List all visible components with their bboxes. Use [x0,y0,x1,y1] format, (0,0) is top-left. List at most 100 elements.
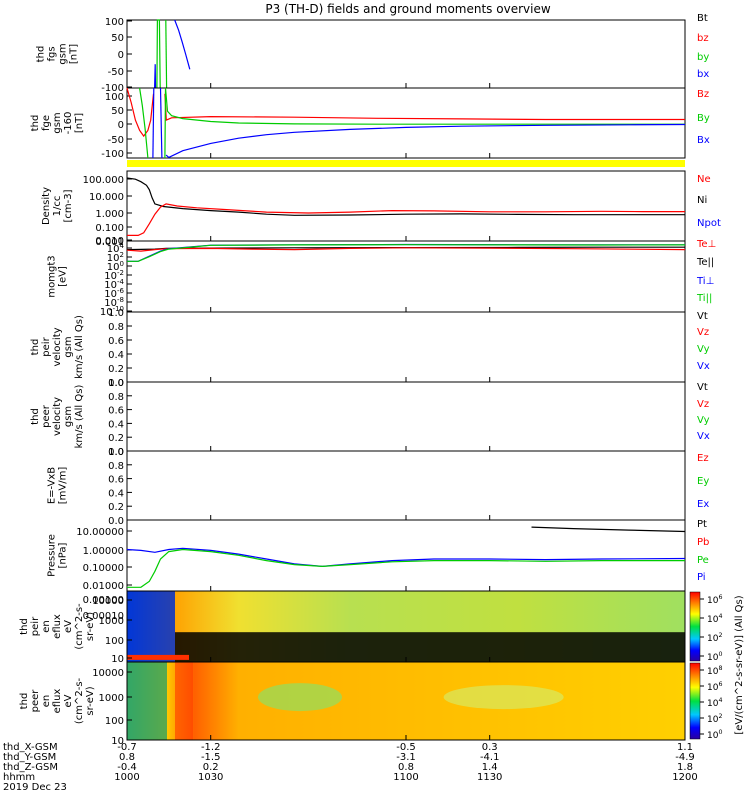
legend-Pb: Pb [697,537,709,548]
legend-Bz: Bz [697,89,709,100]
legend-Ti||: Ti|| [696,293,712,304]
legend-Vy: Vy [697,344,710,355]
series-Pe [127,548,685,588]
y-tick-label: 50 [111,106,124,117]
y-tick-label: 100 [105,92,124,103]
colorbar-label: [eV/(cm^2-s-sr-eV)] (All Qs) [734,595,745,734]
electron-cool-region [257,683,342,712]
y-axis-label: eV [63,620,74,633]
x-axis-value: 0.3 [482,742,498,753]
legend-Vz: Vz [697,399,709,410]
y-axis-label: gsm [63,336,74,357]
panel-frame [126,519,686,592]
y-tick-label: 1000 [99,693,124,704]
x-axis-value: -1.2 [201,742,221,753]
y-axis-label: peir [30,616,41,636]
y-tick-label: 1.000 [95,209,124,220]
y-axis-label: momgt3 [47,255,58,297]
y-axis-label: eflux [52,614,63,639]
legend-Te||: Te|| [696,257,714,268]
y-axis-label: thd [30,408,41,425]
x-axis-value: 1.8 [677,762,693,773]
y-tick-label: 10.000 [89,192,124,203]
series-Bz [126,87,155,138]
y-axis-label: E=-VxB [47,467,58,504]
panel-fgs_gsm: thd fgs gsm [nT] 100 50 0 -50 -100 Bt bz by bx [36,13,710,94]
y-tick-label: 0.0 [108,516,124,527]
y-tick-label: 0.00010 [83,611,124,622]
ion-low-density-patch [127,591,175,662]
y-tick-label: 1.0 [108,308,124,319]
panel-peer_velocity: thd peer velocity gsm km/s (All Qs) 1.0 0.8 0.6… [30,378,710,458]
y-axis-label: -160 [63,112,74,135]
x-axis-value: 1.4 [482,762,498,773]
legend-Ti⊥: Ti⊥ [696,276,714,287]
x-axis-value: 0.8 [119,752,135,763]
panel-density: Density 1/cc [cm-3] 100.000 10.000 1.000 0.100… [41,170,721,248]
y-axis-label: thd [19,618,30,635]
panel-peer_eflux: thd peer en eflux eV (cm^2-s-sr-eV) 10000 1000 1… [19,661,686,747]
page-title: P3 (TH-D) fields and ground moments over… [265,2,550,16]
x-axis-row-label: thd_X-GSM [3,742,58,753]
series-bx [174,19,191,70]
y-tick-label: 0.8 [108,461,124,472]
colorbar-strip [689,591,701,662]
y-axis-label: peir [41,336,52,356]
y-axis-label: gsm [52,112,63,133]
legend-By: By [697,113,710,124]
y-axis-label: peer [41,404,52,428]
legend-Bt: Bt [697,13,708,24]
y-axis-label: en [41,620,52,633]
series-Bx [159,87,163,159]
x-axis-row-label: hhmm [3,772,35,783]
series-Pi [126,547,686,568]
colorbar-tick-label: 102 [707,632,722,644]
series-By [164,87,685,159]
y-axis-label: thd [19,693,30,710]
x-axis-value: -3.1 [396,752,416,763]
y-tick-label: 104 [107,242,125,255]
y-tick-label: 100 [105,716,124,727]
y-axis-label: en [41,695,52,708]
colorbar-tick-label: 108 [707,665,722,677]
y-axis-label: thd [30,115,41,132]
y-axis-label: Pressure [47,534,58,577]
legend-Vt: Vt [697,311,708,322]
y-axis-label: sr-eV) [85,686,96,715]
panel-peir_velocity: thd peir velocity gsm km/s (All Qs) 1.0 0.8 0.6… [30,308,710,389]
x-axis-row-label: thd_Y-GSM [3,752,56,763]
x-axis-value: -0.5 [396,742,416,753]
legend-Ez: Ez [697,453,709,464]
y-axis-label: [cm-3] [63,189,74,222]
y-tick-label: 1.0 [108,447,124,458]
legend-Pe: Pe [697,555,709,566]
y-tick-label: 1.0 [108,378,124,389]
y-axis-label: [mV/m] [58,467,69,505]
y-axis-label: gsm [58,43,69,64]
series-Bz [164,93,685,121]
y-tick-label: -50 [108,135,124,146]
y-tick-label: 0.4 [108,350,124,361]
legend-by: by [697,52,709,63]
legend-Vt: Vt [697,382,708,393]
electron-early-patch [127,662,167,740]
legend-Te⊥: Te⊥ [696,239,716,250]
y-axis-label: fgs [47,46,58,61]
y-tick-label: -50 [108,67,124,78]
y-axis-label: thd [36,46,47,63]
legend-Vy: Vy [697,415,710,426]
legend-Vx: Vx [697,431,710,442]
y-tick-label: 0.0 [108,378,124,389]
series-Ti|| [127,244,686,262]
colorbar-tick-label: 106 [707,681,722,693]
panel-pressure: Pressure [nPa]10.000001.000000.100000.010… [47,519,710,622]
y-tick-label: 0.4 [108,419,124,430]
series-bx [154,64,157,89]
x-axis-value: -4.1 [480,752,500,763]
colorbar-strip [689,662,701,740]
y-tick-label: 0.6 [108,406,124,417]
x-axis-value: 1130 [477,772,502,783]
y-tick-label: 0.010 [95,236,124,247]
y-tick-label: 1.00000 [83,546,124,557]
y-tick-label: 0.00100 [83,595,124,606]
